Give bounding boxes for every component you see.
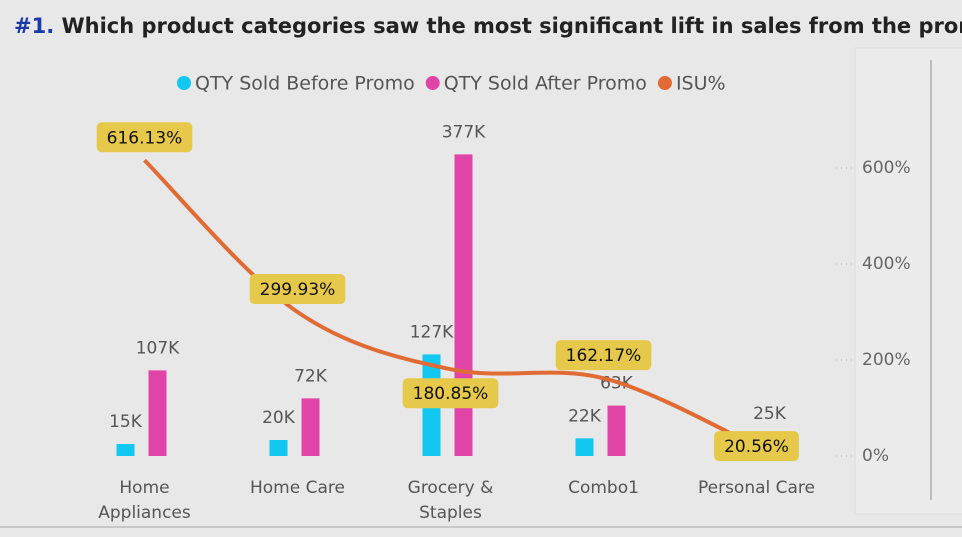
title-row: #1. Which product categories saw the mos… bbox=[14, 14, 962, 38]
data-label: 127K bbox=[410, 322, 454, 342]
legend-marker bbox=[177, 76, 191, 90]
data-label: 107K bbox=[136, 338, 180, 358]
x-tick-label: Grocery & Staples bbox=[407, 478, 494, 523]
bar bbox=[116, 444, 135, 456]
data-label-box bbox=[96, 122, 193, 153]
bar bbox=[269, 440, 288, 456]
data-label: 15K bbox=[109, 412, 143, 432]
data-label: 616.13% bbox=[107, 128, 183, 148]
bar bbox=[575, 438, 594, 456]
legend-marker bbox=[657, 76, 672, 90]
data-label: 180.85% bbox=[413, 384, 489, 404]
line bbox=[143, 158, 758, 448]
data-label: 72K bbox=[294, 366, 328, 386]
chart-title: Which product categories saw the most si… bbox=[61, 14, 962, 38]
y2-tick-label: 600% bbox=[862, 158, 911, 178]
y2-tick-label: 0% bbox=[862, 446, 889, 466]
bar bbox=[607, 405, 626, 456]
legend-marker bbox=[425, 76, 440, 90]
x-tick-label: Home Appliances bbox=[98, 478, 191, 523]
legend-label: QTY Sold Before Promo bbox=[195, 73, 415, 95]
bar bbox=[148, 370, 167, 456]
data-label: 377K bbox=[442, 122, 486, 142]
data-label: 22K bbox=[568, 406, 602, 426]
legend-label: QTY Sold After Promo bbox=[444, 73, 647, 95]
y2-tick-label: 400% bbox=[862, 254, 911, 274]
legend-label: ISU% bbox=[676, 73, 726, 95]
title-number: #1. bbox=[14, 14, 55, 38]
data-label-box bbox=[714, 431, 799, 462]
data-label-box bbox=[249, 274, 346, 305]
data-label: 25K bbox=[753, 404, 787, 424]
data-label-box bbox=[555, 340, 652, 371]
bar bbox=[301, 398, 320, 456]
data-label: 162.17% bbox=[566, 346, 642, 366]
y2-tick-label: 200% bbox=[862, 350, 911, 370]
data-label: 20K bbox=[262, 408, 296, 428]
x-tick-label: Personal Care bbox=[697, 478, 816, 498]
x-tick-label: Home Care bbox=[250, 478, 345, 498]
data-label: 299.93% bbox=[260, 280, 336, 300]
x-tick-label: Combo1 bbox=[568, 478, 639, 498]
bar bbox=[454, 154, 473, 456]
data-label: 20.56% bbox=[724, 437, 789, 457]
side-panel bbox=[854, 47, 962, 515]
data-label-box bbox=[402, 378, 499, 409]
